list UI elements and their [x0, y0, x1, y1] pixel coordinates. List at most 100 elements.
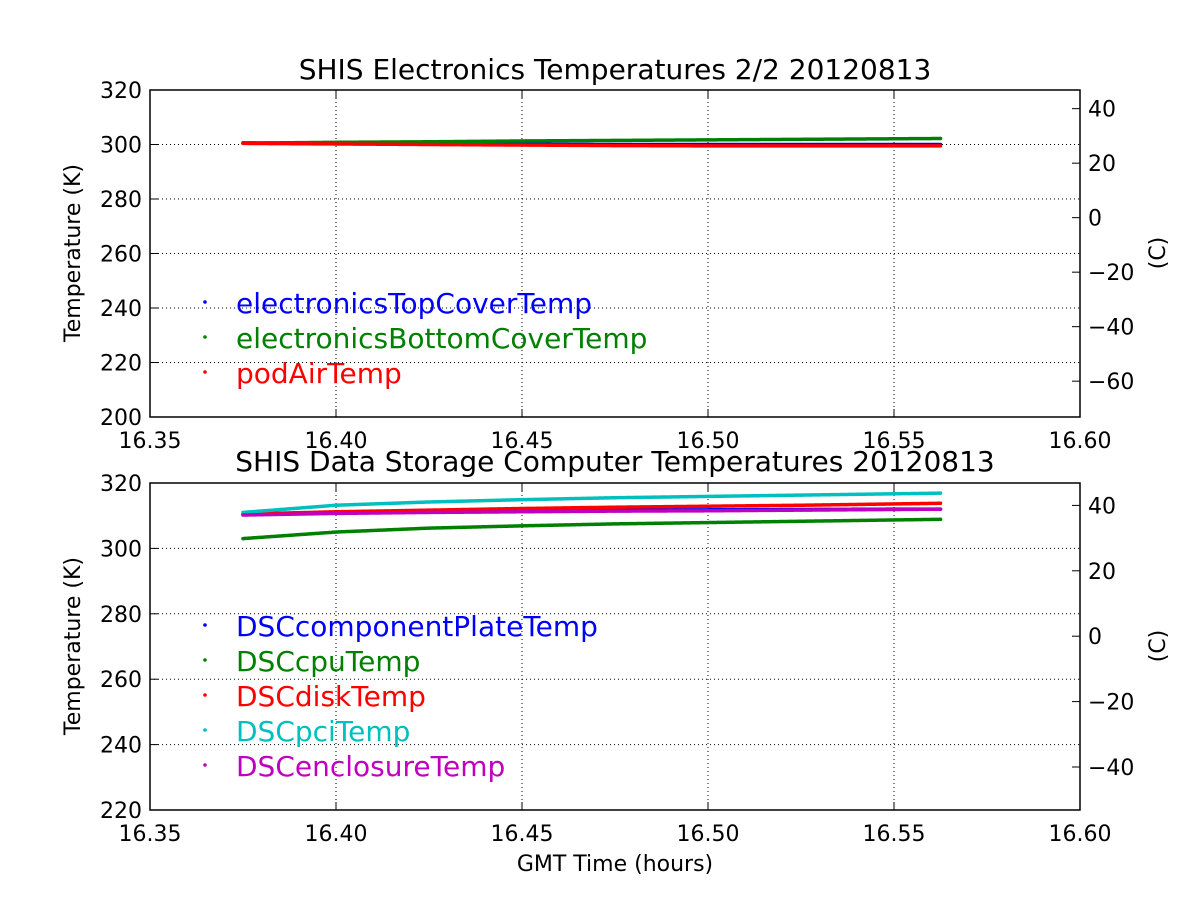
legend-marker [203, 763, 207, 767]
series-dscenclosure-temp [241, 507, 943, 517]
data-point [799, 493, 803, 497]
data-point [427, 500, 431, 504]
legend-item: podAirTemp [203, 357, 402, 390]
data-point [520, 510, 524, 514]
data-point [427, 140, 431, 144]
right-y-tick-label: 20 [1088, 152, 1116, 177]
legend-marker [203, 370, 207, 374]
data-point [241, 513, 245, 517]
x-axis-label: GMT Time (hours) [517, 852, 713, 877]
data-point [613, 138, 617, 143]
legend-marker [203, 623, 207, 627]
data-point [334, 503, 338, 507]
y-tick-label: 200 [100, 406, 142, 431]
y-tick-label: 320 [100, 79, 142, 104]
data-point [938, 517, 943, 521]
legend-marker [203, 658, 207, 662]
data-point [938, 507, 943, 511]
right-y-tick-label: −20 [1088, 261, 1134, 286]
data-point [334, 142, 338, 146]
x-tick-label: 16.55 [863, 429, 926, 454]
data-point [334, 530, 338, 534]
y-tick-label: 240 [100, 297, 142, 322]
series-pod-air-temp [241, 141, 943, 148]
right-y-tick-label: −60 [1088, 370, 1134, 395]
x-tick-label: 16.50 [677, 429, 740, 454]
data-point [613, 143, 617, 148]
data-point [799, 503, 803, 507]
data-point [938, 136, 943, 141]
y-tick-label: 240 [100, 734, 142, 759]
data-point [706, 144, 710, 148]
legend: DSCcomponentPlateTempDSCcpuTempDSCdiskTe… [203, 610, 598, 783]
right-y-tick-label: 20 [1088, 560, 1116, 585]
legend-item: electronicsBottomCoverTemp [203, 322, 647, 355]
legend-item: electronicsTopCoverTemp [203, 287, 592, 320]
data-point [427, 142, 431, 147]
y-tick-label: 280 [100, 603, 142, 628]
data-point [892, 518, 896, 522]
y-tick-label: 280 [100, 188, 142, 213]
data-point [892, 507, 896, 512]
series-trace [241, 517, 943, 541]
legend-item: DSCcomponentPlateTemp [203, 610, 598, 643]
right-y-tick-label: 40 [1088, 98, 1116, 123]
y-tick-label: 300 [100, 134, 142, 159]
legend-label: DSCcomponentPlateTemp [236, 610, 598, 643]
x-tick-label: 16.35 [119, 429, 182, 454]
series-dscpci-temp [241, 491, 943, 515]
series-dsccpu-temp [241, 517, 943, 541]
x-tick-label: 16.40 [305, 429, 368, 454]
legend-marker [203, 693, 207, 697]
legend-label: DSCenclosureTemp [236, 750, 505, 783]
legend-marker [203, 300, 207, 304]
legend-label: podAirTemp [236, 357, 402, 390]
data-point [799, 137, 803, 141]
y-tick-label: 260 [100, 668, 142, 693]
legend-marker [203, 335, 207, 339]
right-y-tick-label: 0 [1088, 625, 1102, 650]
right-y-tick-label: 40 [1088, 494, 1116, 519]
legend: electronicsTopCoverTempelectronicsBottom… [203, 287, 647, 390]
data-point [938, 501, 943, 505]
data-point [613, 505, 617, 509]
x-tick-label: 16.35 [119, 822, 182, 847]
data-point [706, 494, 710, 499]
data-point [799, 508, 803, 512]
data-point [520, 506, 524, 511]
data-point [241, 510, 245, 515]
data-point [706, 520, 710, 525]
data-point [892, 492, 896, 496]
right-y-tick-label: −20 [1088, 691, 1134, 716]
data-point [520, 143, 524, 147]
y-axis-label: Temperature (K) [61, 557, 86, 736]
data-point [938, 491, 943, 495]
legend-item: DSCenclosureTemp [203, 750, 505, 783]
data-point [613, 522, 617, 526]
data-point [799, 519, 803, 523]
x-tick-label: 16.60 [1049, 429, 1112, 454]
legend-label: DSCcpuTemp [236, 645, 420, 678]
data-point [334, 511, 338, 516]
legend-label: DSCdiskTemp [236, 680, 426, 713]
electronics-temperatures-panel: SHIS Electronics Temperatures 2/2 201208… [61, 53, 1171, 454]
data-point [938, 144, 943, 148]
x-tick-label: 16.60 [1049, 822, 1112, 847]
data-point [520, 524, 524, 528]
x-tick-label: 16.40 [305, 822, 368, 847]
data-storage-computer-temperatures-panel: SHIS Data Storage Computer Temperatures … [61, 445, 1171, 847]
data-point [613, 496, 617, 500]
data-point [799, 144, 803, 148]
legend-item: DSCcpuTemp [203, 645, 420, 678]
y-axis-label: Temperature (K) [61, 164, 86, 343]
data-point [706, 138, 710, 142]
data-point [706, 509, 710, 513]
data-point [241, 141, 245, 146]
data-point [427, 526, 431, 530]
y-tick-label: 300 [100, 537, 142, 562]
data-point [613, 509, 617, 513]
right-y-tick-label: −40 [1088, 316, 1134, 341]
y-tick-label: 320 [100, 472, 142, 497]
legend-item: DSCpciTemp [203, 715, 410, 748]
